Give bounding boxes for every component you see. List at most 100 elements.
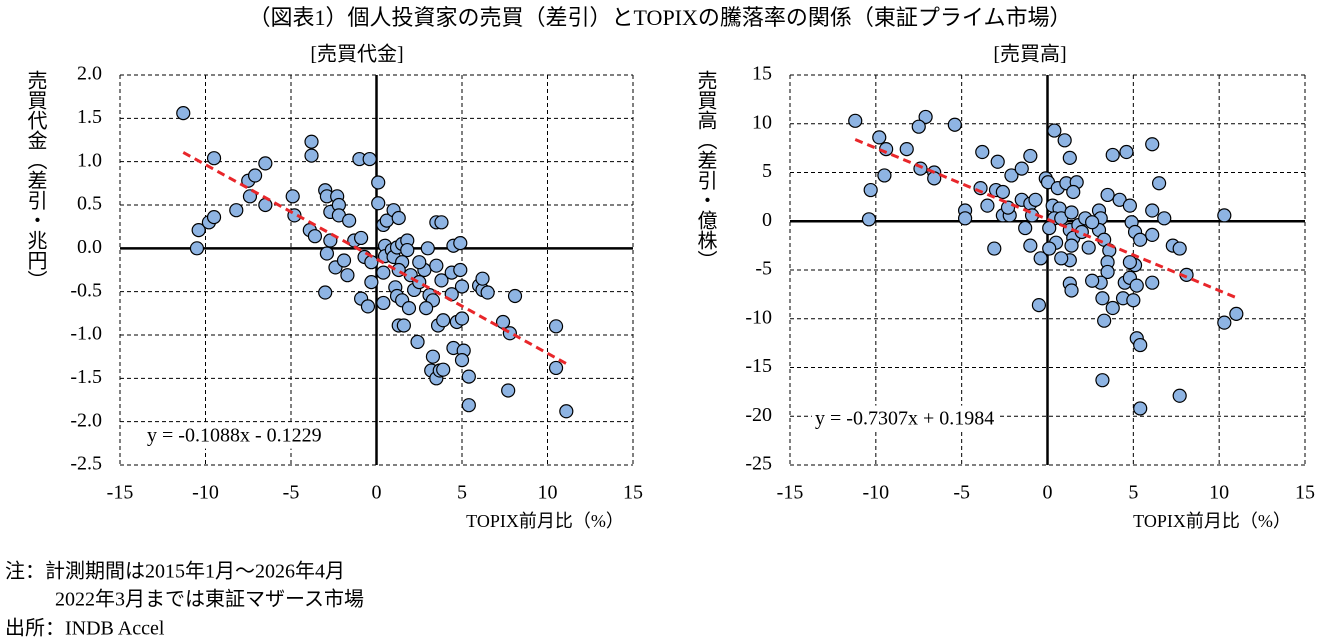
- point: [980, 198, 995, 213]
- y-tick-label: 0: [762, 209, 772, 231]
- point: [429, 258, 444, 273]
- x-tick-label: -5: [953, 482, 970, 504]
- chart-subtitle: [売買代金]: [310, 43, 403, 66]
- point: [918, 109, 933, 125]
- point: [995, 184, 1010, 200]
- point: [1042, 241, 1057, 256]
- point: [899, 142, 914, 157]
- point: [1064, 283, 1079, 298]
- point: [206, 151, 222, 166]
- point: [1145, 227, 1160, 242]
- point: [1122, 198, 1138, 213]
- point: [947, 117, 962, 132]
- point: [420, 241, 435, 256]
- point: [1085, 215, 1100, 230]
- point: [1172, 241, 1187, 256]
- x-tick-label: -10: [192, 482, 219, 504]
- point: [1062, 150, 1077, 165]
- point: [1047, 123, 1062, 138]
- y-tick-label: -25: [745, 453, 772, 475]
- point: [206, 210, 222, 225]
- point: [990, 154, 1005, 169]
- point: [461, 369, 476, 384]
- point: [323, 233, 338, 248]
- point: [258, 156, 273, 171]
- x-tick-label: 15: [623, 482, 643, 504]
- y-tick-label: -0.5: [70, 279, 102, 301]
- point: [371, 196, 386, 211]
- point: [1145, 203, 1160, 218]
- point: [391, 210, 406, 226]
- point: [1095, 291, 1110, 306]
- point: [319, 246, 335, 261]
- point: [364, 275, 379, 290]
- point: [401, 301, 417, 316]
- point: [1229, 306, 1244, 321]
- y-tick-label: -15: [745, 355, 772, 377]
- point: [927, 171, 942, 186]
- point: [191, 223, 206, 238]
- note: 注：計測期間は2015年1月～2026年4月: [5, 560, 345, 583]
- point: [304, 134, 319, 149]
- point: [229, 203, 244, 218]
- point: [1018, 220, 1033, 236]
- point: [425, 349, 441, 364]
- point: [1085, 273, 1100, 288]
- point: [453, 236, 468, 251]
- source: 出所：INDB Accel: [5, 617, 165, 640]
- chart-subtitle: [売買高]: [993, 43, 1066, 66]
- point: [461, 398, 476, 413]
- points: [176, 106, 574, 419]
- trendline: [182, 151, 568, 365]
- point: [376, 295, 391, 311]
- x-tick-label: -5: [283, 482, 300, 504]
- point: [507, 288, 523, 304]
- point: [1151, 176, 1167, 191]
- y-axis-label: 売買代金（差引・兆円）: [24, 70, 47, 290]
- point: [1172, 388, 1187, 403]
- point: [1057, 133, 1072, 148]
- point: [1129, 278, 1144, 293]
- equation: y = -0.7307x + 0.1984: [815, 408, 994, 430]
- point: [1004, 168, 1019, 183]
- point: [975, 144, 990, 160]
- point: [318, 285, 333, 300]
- point: [1119, 144, 1134, 160]
- point: [548, 319, 564, 334]
- y-tick-label: -2.0: [70, 409, 102, 431]
- points: [848, 109, 1244, 416]
- point: [434, 273, 449, 288]
- point: [1133, 232, 1148, 247]
- x-tick-label: -15: [777, 482, 804, 504]
- point: [1066, 184, 1081, 200]
- point: [396, 318, 411, 333]
- x-tick-label: 5: [1128, 482, 1138, 504]
- point: [1145, 137, 1160, 152]
- point: [400, 242, 415, 258]
- point: [304, 148, 319, 163]
- y-tick-label: -20: [745, 404, 772, 426]
- point: [1028, 192, 1043, 207]
- y-tick-label: 1.5: [77, 106, 102, 128]
- point: [863, 182, 878, 198]
- point: [1133, 337, 1148, 353]
- point: [1054, 251, 1069, 266]
- point: [848, 113, 863, 128]
- point: [1126, 293, 1141, 308]
- y-tick-label: 15: [752, 63, 772, 85]
- point: [342, 213, 357, 228]
- x-tick-label: 0: [372, 482, 382, 504]
- point: [453, 262, 468, 278]
- y-tick-label: -5: [755, 258, 772, 280]
- point: [371, 175, 386, 190]
- point: [436, 362, 451, 377]
- x-tick-label: 10: [538, 482, 558, 504]
- y-tick-label: 2.0: [77, 63, 102, 85]
- point: [877, 168, 892, 183]
- x-tick-label: -10: [862, 482, 889, 504]
- point: [434, 215, 449, 230]
- point: [418, 301, 434, 316]
- point: [501, 383, 516, 398]
- point: [548, 360, 564, 376]
